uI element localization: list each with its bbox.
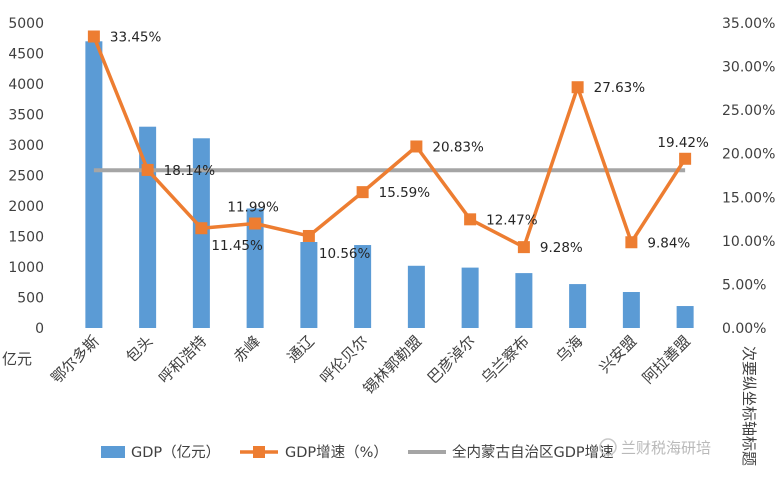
legend-swatch-growth-marker	[253, 446, 265, 458]
y-tick-label: 5000	[8, 16, 44, 32]
y-tick-label: 2000	[8, 199, 44, 215]
category-label: 赤峰	[230, 332, 264, 366]
growth-data-label: 27.63%	[594, 80, 646, 96]
gdp-bar	[676, 306, 694, 328]
gdp-bar	[300, 241, 318, 328]
growth-data-label: 11.45%	[211, 238, 263, 254]
y2-tick-label: 35.00%	[722, 16, 775, 32]
right-axis: 0.00% 5.00% 10.00% 15.00% 20.00% 25.00% 30.00%…	[722, 16, 775, 337]
y-tick-label: 3000	[8, 138, 44, 154]
category-label: 乌海	[553, 332, 587, 366]
growth-marker	[249, 217, 262, 230]
wechat-icon	[599, 438, 617, 456]
growth-data-label: 9.28%	[540, 240, 583, 256]
growth-data-label: 18.14%	[164, 163, 216, 179]
growth-marker	[87, 30, 100, 43]
growth-line-series	[87, 30, 692, 254]
growth-marker	[571, 81, 584, 94]
gdp-bar	[515, 273, 533, 328]
watermark-text: 兰财税海研培	[621, 439, 711, 457]
growth-data-label: 33.45%	[110, 30, 162, 46]
growth-marker	[141, 163, 154, 176]
growth-marker	[302, 229, 315, 242]
y-tick-label: 0	[35, 321, 44, 337]
y-axis-title: 亿元	[2, 350, 32, 368]
gdp-bar	[354, 245, 372, 328]
growth-line	[92, 35, 687, 249]
legend-swatch-gdp	[101, 446, 125, 458]
growth-marker	[356, 186, 369, 199]
y-tick-label: 1500	[8, 230, 44, 246]
legend-label-region: 全内蒙古自治区GDP增速	[452, 443, 614, 461]
y2-tick-label: 5.00%	[722, 277, 766, 293]
growth-data-label: 10.56%	[319, 246, 371, 262]
y2-tick-label: 10.00%	[722, 234, 775, 250]
growth-data-label: 19.42%	[657, 135, 709, 151]
growth-data-label: 15.59%	[379, 185, 431, 201]
gdp-bar	[246, 208, 264, 328]
y-tick-label: 3500	[8, 108, 44, 124]
bar-series	[85, 41, 694, 329]
growth-marker	[625, 236, 638, 249]
gdp-bar	[461, 267, 479, 328]
y-tick-label: 500	[17, 291, 44, 307]
growth-marker	[517, 241, 530, 254]
y2-tick-label: 0.00%	[722, 321, 766, 337]
category-label: 阿拉善盟	[639, 332, 694, 387]
category-label: 通辽	[284, 332, 318, 366]
y-tick-label: 2500	[8, 169, 44, 185]
y2-tick-label: 25.00%	[722, 103, 775, 119]
growth-data-label: 11.99%	[227, 200, 279, 216]
growth-marker	[410, 140, 423, 153]
category-label: 乌兰察布	[478, 332, 533, 387]
legend: GDP（亿元） GDP增速（%） 全内蒙古自治区GDP增速	[101, 443, 614, 461]
y2-axis-title: 次要纵坐标轴标题	[740, 346, 758, 466]
growth-data-label: 12.47%	[486, 212, 538, 228]
watermark: 兰财税海研培	[599, 438, 711, 457]
growth-data-label: 9.84%	[647, 235, 690, 251]
category-label: 兴安盟	[596, 332, 641, 377]
data-labels: 33.45% 18.14% 11.45% 11.99% 10.56% 15.59% 20.8…	[110, 30, 709, 262]
y-tick-label: 1000	[8, 260, 44, 276]
growth-marker	[464, 213, 477, 226]
gdp-bar	[622, 292, 640, 328]
y2-tick-label: 20.00%	[722, 147, 775, 163]
legend-label-growth: GDP增速（%）	[285, 444, 388, 461]
growth-marker	[679, 152, 692, 165]
category-label: 鄂尔多斯	[48, 332, 103, 387]
category-label: 锡林郭勒盟	[359, 332, 425, 398]
y-tick-label: 4500	[8, 47, 44, 63]
y2-tick-label: 15.00%	[722, 190, 775, 206]
gdp-bar	[407, 265, 425, 328]
growth-marker	[195, 222, 208, 235]
category-label: 呼和浩特	[155, 332, 210, 387]
growth-data-label: 20.83%	[432, 139, 484, 155]
category-label: 呼伦贝尔	[316, 332, 371, 387]
legend-label-gdp: GDP（亿元）	[131, 444, 220, 461]
gdp-bar	[85, 41, 103, 329]
category-label: 包头	[123, 332, 157, 366]
y-tick-label: 4000	[8, 77, 44, 93]
left-axis: 0 500 1000 1500 2000 2500 3000 3500 4000 4500 5000	[8, 16, 44, 337]
y2-tick-label: 30.00%	[722, 60, 775, 76]
category-label: 巴彦淖尔	[424, 332, 479, 387]
gdp-bar	[569, 284, 587, 328]
